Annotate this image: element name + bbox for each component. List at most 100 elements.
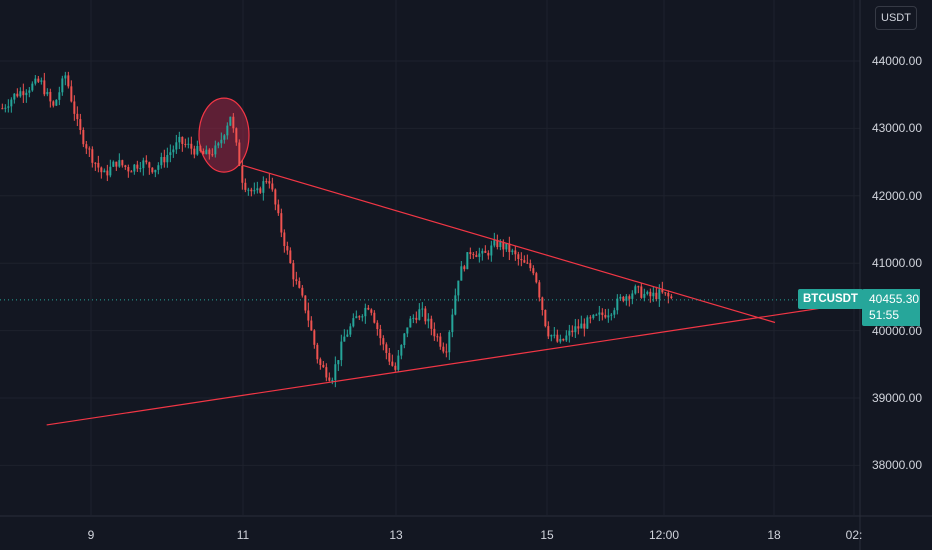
candle-down xyxy=(67,75,70,87)
candle-up xyxy=(28,90,31,93)
candle-down xyxy=(532,268,535,274)
candle-down xyxy=(604,314,607,318)
candle-up xyxy=(172,149,175,153)
candle-down xyxy=(508,243,511,253)
candle-down xyxy=(517,254,520,259)
candle-down xyxy=(649,291,652,297)
candle-down xyxy=(502,241,505,250)
candle-down xyxy=(184,143,187,145)
candle-up xyxy=(559,338,562,342)
candle-up xyxy=(454,295,457,315)
candle-down xyxy=(667,292,670,297)
candle-down xyxy=(304,295,307,311)
candle-up xyxy=(481,250,484,254)
candle-up xyxy=(226,125,229,136)
candle-down xyxy=(367,307,370,310)
candle-up xyxy=(499,241,502,248)
candle-up xyxy=(334,364,337,381)
candle-up xyxy=(613,310,616,315)
candle-down xyxy=(202,150,205,155)
candle-down xyxy=(73,101,76,114)
candle-down xyxy=(37,78,40,82)
candle-down xyxy=(241,165,244,183)
candle-up xyxy=(40,80,43,82)
candle-down xyxy=(289,250,292,264)
candle-down xyxy=(79,119,82,130)
candle-up xyxy=(64,75,67,79)
candle-down xyxy=(115,161,118,167)
candle-down xyxy=(583,323,586,329)
candle-up xyxy=(25,92,28,96)
candle-down xyxy=(394,365,397,370)
trendlines xyxy=(46,164,852,426)
candle-down xyxy=(469,252,472,255)
candle-up xyxy=(634,286,637,294)
candle-down xyxy=(151,167,154,173)
candle-down xyxy=(124,165,127,168)
candle-up xyxy=(247,189,250,191)
candle-up xyxy=(175,142,178,150)
candle-up xyxy=(355,316,358,319)
candle-up xyxy=(592,314,595,318)
candle-up xyxy=(616,298,619,311)
currency-badge[interactable]: USDT xyxy=(875,6,917,30)
candle-down xyxy=(637,286,640,288)
candle-up xyxy=(451,314,454,333)
candle-down xyxy=(547,326,550,337)
candle-down xyxy=(544,309,547,327)
candle-up xyxy=(457,280,460,296)
candle-down xyxy=(244,182,247,190)
candle-down xyxy=(274,189,277,205)
candle-down xyxy=(484,250,487,253)
candle-down xyxy=(442,346,445,352)
time-tick-label: 15 xyxy=(540,528,554,542)
candle-up xyxy=(568,330,571,336)
trendline-upper xyxy=(242,164,776,324)
candle-down xyxy=(163,157,166,163)
candle-down xyxy=(535,273,538,283)
candle-up xyxy=(331,380,334,382)
candle-down xyxy=(415,317,418,320)
time-tick-label: 02: xyxy=(845,528,863,542)
candle-down xyxy=(316,344,319,360)
candle-up xyxy=(364,307,367,317)
candle-down xyxy=(655,292,658,300)
candle-up xyxy=(154,169,157,173)
candle-up xyxy=(7,106,10,108)
candle-down xyxy=(130,171,133,173)
candle-up xyxy=(103,170,106,173)
candle-down xyxy=(52,101,55,106)
price-tick-label: 44000.00 xyxy=(871,54,922,68)
candle-up xyxy=(4,107,7,109)
trendline-lower xyxy=(46,303,852,426)
candle-down xyxy=(328,377,331,381)
candle-down xyxy=(211,154,214,156)
candle-up xyxy=(574,326,577,333)
candle-up xyxy=(55,99,58,106)
candle-down xyxy=(526,262,529,264)
candle-up xyxy=(346,334,349,337)
candle-down xyxy=(496,240,499,248)
candle-up xyxy=(118,160,121,167)
candle-down xyxy=(265,181,268,183)
candle-down xyxy=(538,282,541,298)
candle-up xyxy=(214,145,217,155)
candle-up xyxy=(157,165,160,170)
candle-up xyxy=(406,327,409,334)
candle-down xyxy=(94,162,97,164)
candle-up xyxy=(220,139,223,144)
candle-down xyxy=(106,170,109,176)
candle-down xyxy=(295,279,298,282)
candle-up xyxy=(133,164,136,172)
candle-down xyxy=(97,162,100,168)
candle-up xyxy=(223,135,226,140)
candle-up xyxy=(58,92,61,100)
candle-down xyxy=(292,263,295,280)
candle-up xyxy=(61,78,64,93)
candle-down xyxy=(601,312,604,315)
price-tick-label: 41000.00 xyxy=(871,256,922,271)
candle-down xyxy=(589,317,592,319)
candle-down xyxy=(319,359,322,365)
candle-up xyxy=(196,145,199,155)
